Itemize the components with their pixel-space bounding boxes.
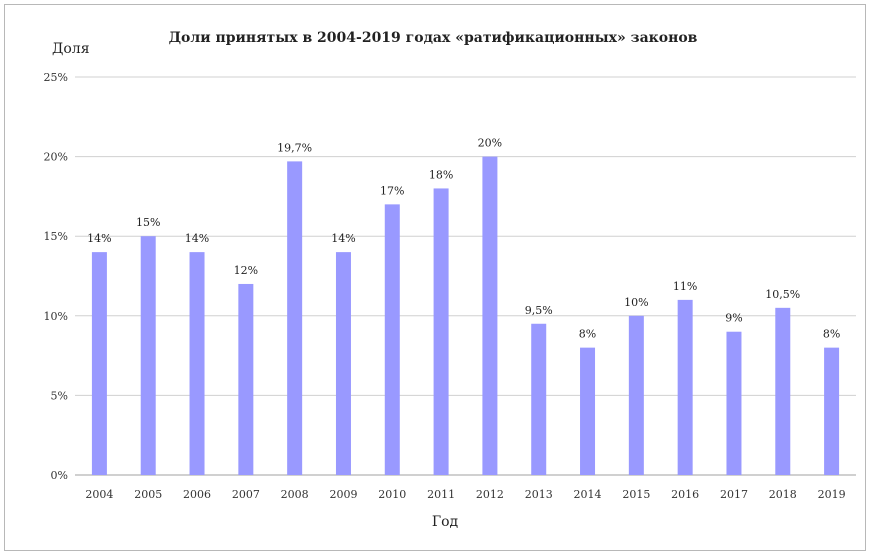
data-label: 20% — [478, 137, 502, 150]
x-tick-label: 2014 — [574, 488, 602, 501]
y-tick-label: 10% — [44, 310, 68, 323]
bar-2017 — [726, 331, 742, 475]
data-label: 18% — [429, 168, 453, 181]
y-tick-label: 15% — [44, 230, 68, 243]
y-tick-label: 25% — [44, 71, 68, 84]
bar-2014 — [580, 347, 596, 475]
bar-2009 — [335, 252, 351, 475]
bars — [91, 156, 840, 476]
data-label: 14% — [331, 232, 355, 245]
data-label: 14% — [185, 232, 209, 245]
x-tick-label: 2011 — [427, 488, 455, 501]
x-axis-title: Год — [432, 514, 459, 530]
gridlines — [75, 76, 856, 476]
bar-2019 — [824, 347, 840, 475]
data-label: 10,5% — [765, 288, 800, 301]
data-label: 19,7% — [277, 141, 312, 154]
data-label: 10% — [624, 296, 648, 309]
x-tick-label: 2009 — [329, 488, 357, 501]
x-tick-label: 2008 — [281, 488, 309, 501]
x-tick-label: 2004 — [85, 488, 113, 501]
data-label: 8% — [579, 328, 596, 341]
y-tick-labels: 0% 5% 10% 15% 20% 25% — [44, 71, 68, 482]
data-label: 14% — [87, 232, 111, 245]
x-tick-label: 2017 — [720, 488, 748, 501]
x-tick-label: 2018 — [769, 488, 797, 501]
bar-2018 — [775, 307, 791, 475]
bar-2006 — [189, 252, 205, 475]
bar-2015 — [628, 315, 644, 475]
data-label: 12% — [234, 264, 258, 277]
bar-2005 — [140, 236, 156, 475]
x-tick-label: 2012 — [476, 488, 504, 501]
chart-title: Доли принятых в 2004-2019 годах «ратифик… — [169, 30, 698, 46]
bar-2010 — [384, 204, 400, 476]
bar-2004 — [91, 252, 107, 475]
data-label: 8% — [823, 328, 840, 341]
y-axis-title: Доля — [52, 41, 90, 57]
x-tick-label: 2010 — [378, 488, 406, 501]
y-tick-label: 0% — [51, 469, 68, 482]
y-tick-label: 5% — [51, 389, 68, 402]
data-label: 9% — [725, 312, 742, 325]
x-tick-label: 2019 — [818, 488, 846, 501]
bar-2016 — [677, 299, 693, 475]
x-tick-label: 2013 — [525, 488, 553, 501]
data-labels: 14% 15% 14% 12% 19,7% 14% 17% 18% 20% 9,5% 8% 10% 11… — [87, 137, 840, 341]
data-label: 9,5% — [525, 304, 553, 317]
bar-2007 — [238, 283, 254, 475]
x-tick-label: 2015 — [622, 488, 650, 501]
x-tick-label: 2016 — [671, 488, 699, 501]
x-tick-label: 2007 — [232, 488, 260, 501]
x-tick-label: 2005 — [134, 488, 162, 501]
x-tick-label: 2006 — [183, 488, 211, 501]
data-label: 17% — [380, 184, 404, 197]
data-label: 15% — [136, 216, 160, 229]
data-label: 11% — [673, 280, 697, 293]
bar-2012 — [482, 156, 498, 475]
bar-2011 — [433, 188, 449, 475]
bar-2013 — [531, 323, 547, 475]
x-tick-labels: 2004 2005 2006 2007 2008 2009 2010 2011 2012 2013… — [85, 488, 845, 501]
y-tick-label: 20% — [44, 151, 68, 164]
bar-2008 — [287, 161, 303, 475]
